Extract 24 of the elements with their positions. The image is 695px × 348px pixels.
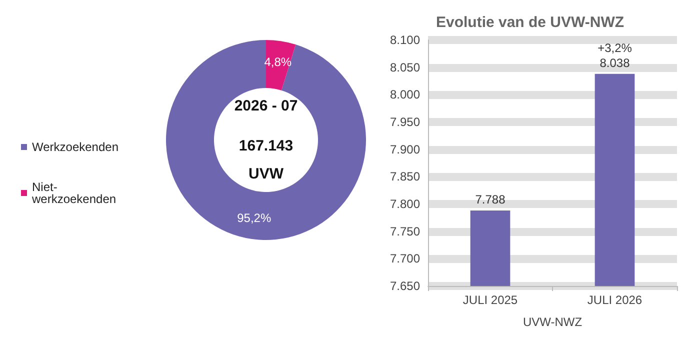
text: 2026 - 07 xyxy=(234,98,298,114)
y-tick-label: 7.800 xyxy=(390,197,420,211)
y-tick-label: 7.650 xyxy=(390,279,420,293)
legend-label: Werkzoekenden xyxy=(32,140,118,154)
text: UVW xyxy=(248,166,284,182)
y-tick-label: 7.750 xyxy=(390,224,420,238)
y-tick-label: 8.050 xyxy=(390,60,420,74)
chart-title: Evolutie van de UVW-NWZ xyxy=(436,14,624,31)
annotation: +3,2% xyxy=(598,40,632,55)
data-label: 8.038 xyxy=(600,56,630,70)
x-axis-title: UVW-NWZ xyxy=(522,315,582,329)
y-tick-label: 7.700 xyxy=(390,252,420,266)
x-tick-label: JULI 2026 xyxy=(587,293,642,307)
data-label: 4,8% xyxy=(264,54,292,69)
y-tick-label: 7.950 xyxy=(390,115,420,129)
data-label: 7.788 xyxy=(475,192,506,207)
y-tick-label: 7.850 xyxy=(390,170,420,184)
y-tick-label: 8.100 xyxy=(390,33,420,47)
text: 167.143 xyxy=(238,138,294,154)
data-label: 95,2% xyxy=(237,211,272,226)
x-tick-label: JULI 2025 xyxy=(462,293,518,307)
y-tick-label: 7.900 xyxy=(390,142,420,156)
legend-label: Niet-werkzoekenden xyxy=(31,180,116,206)
y-tick-label: 8.000 xyxy=(390,88,420,102)
